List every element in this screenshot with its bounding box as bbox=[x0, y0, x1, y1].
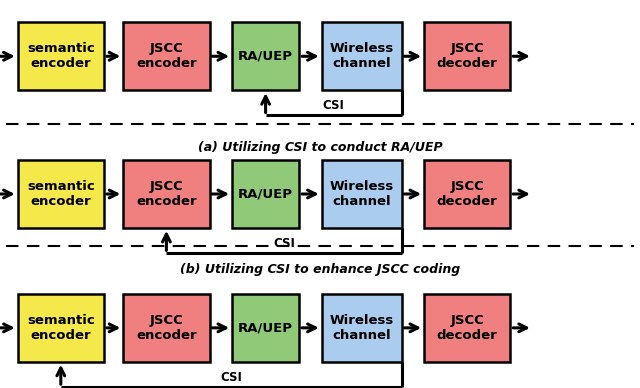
Text: RA/UEP: RA/UEP bbox=[238, 50, 293, 63]
FancyBboxPatch shape bbox=[17, 160, 104, 228]
FancyBboxPatch shape bbox=[123, 294, 210, 362]
Text: CSI: CSI bbox=[220, 371, 242, 384]
Text: Wireless
channel: Wireless channel bbox=[330, 42, 394, 70]
FancyBboxPatch shape bbox=[424, 160, 511, 228]
Text: semantic
encoder: semantic encoder bbox=[27, 314, 95, 342]
Text: Wireless
channel: Wireless channel bbox=[330, 180, 394, 208]
Text: RA/UEP: RA/UEP bbox=[238, 321, 293, 334]
FancyBboxPatch shape bbox=[232, 23, 300, 90]
FancyBboxPatch shape bbox=[123, 160, 210, 228]
Text: JSCC
encoder: JSCC encoder bbox=[136, 180, 196, 208]
Text: JSCC
encoder: JSCC encoder bbox=[136, 42, 196, 70]
FancyBboxPatch shape bbox=[123, 23, 210, 90]
Text: semantic
encoder: semantic encoder bbox=[27, 180, 95, 208]
FancyBboxPatch shape bbox=[321, 294, 402, 362]
Text: JSCC
decoder: JSCC decoder bbox=[437, 314, 497, 342]
Text: semantic
encoder: semantic encoder bbox=[27, 42, 95, 70]
FancyBboxPatch shape bbox=[321, 160, 402, 228]
Text: JSCC
decoder: JSCC decoder bbox=[437, 42, 497, 70]
FancyBboxPatch shape bbox=[424, 294, 511, 362]
FancyBboxPatch shape bbox=[321, 23, 402, 90]
Text: (a) Utilizing CSI to conduct RA/UEP: (a) Utilizing CSI to conduct RA/UEP bbox=[198, 141, 442, 154]
Text: (b) Utilizing CSI to enhance JSCC coding: (b) Utilizing CSI to enhance JSCC coding bbox=[180, 263, 460, 276]
Text: CSI: CSI bbox=[273, 237, 295, 250]
Text: CSI: CSI bbox=[323, 99, 344, 113]
Text: Wireless
channel: Wireless channel bbox=[330, 314, 394, 342]
FancyBboxPatch shape bbox=[424, 23, 511, 90]
FancyBboxPatch shape bbox=[17, 294, 104, 362]
Text: RA/UEP: RA/UEP bbox=[238, 187, 293, 201]
Text: JSCC
encoder: JSCC encoder bbox=[136, 314, 196, 342]
FancyBboxPatch shape bbox=[232, 294, 300, 362]
FancyBboxPatch shape bbox=[232, 160, 300, 228]
Text: JSCC
decoder: JSCC decoder bbox=[437, 180, 497, 208]
FancyBboxPatch shape bbox=[17, 23, 104, 90]
